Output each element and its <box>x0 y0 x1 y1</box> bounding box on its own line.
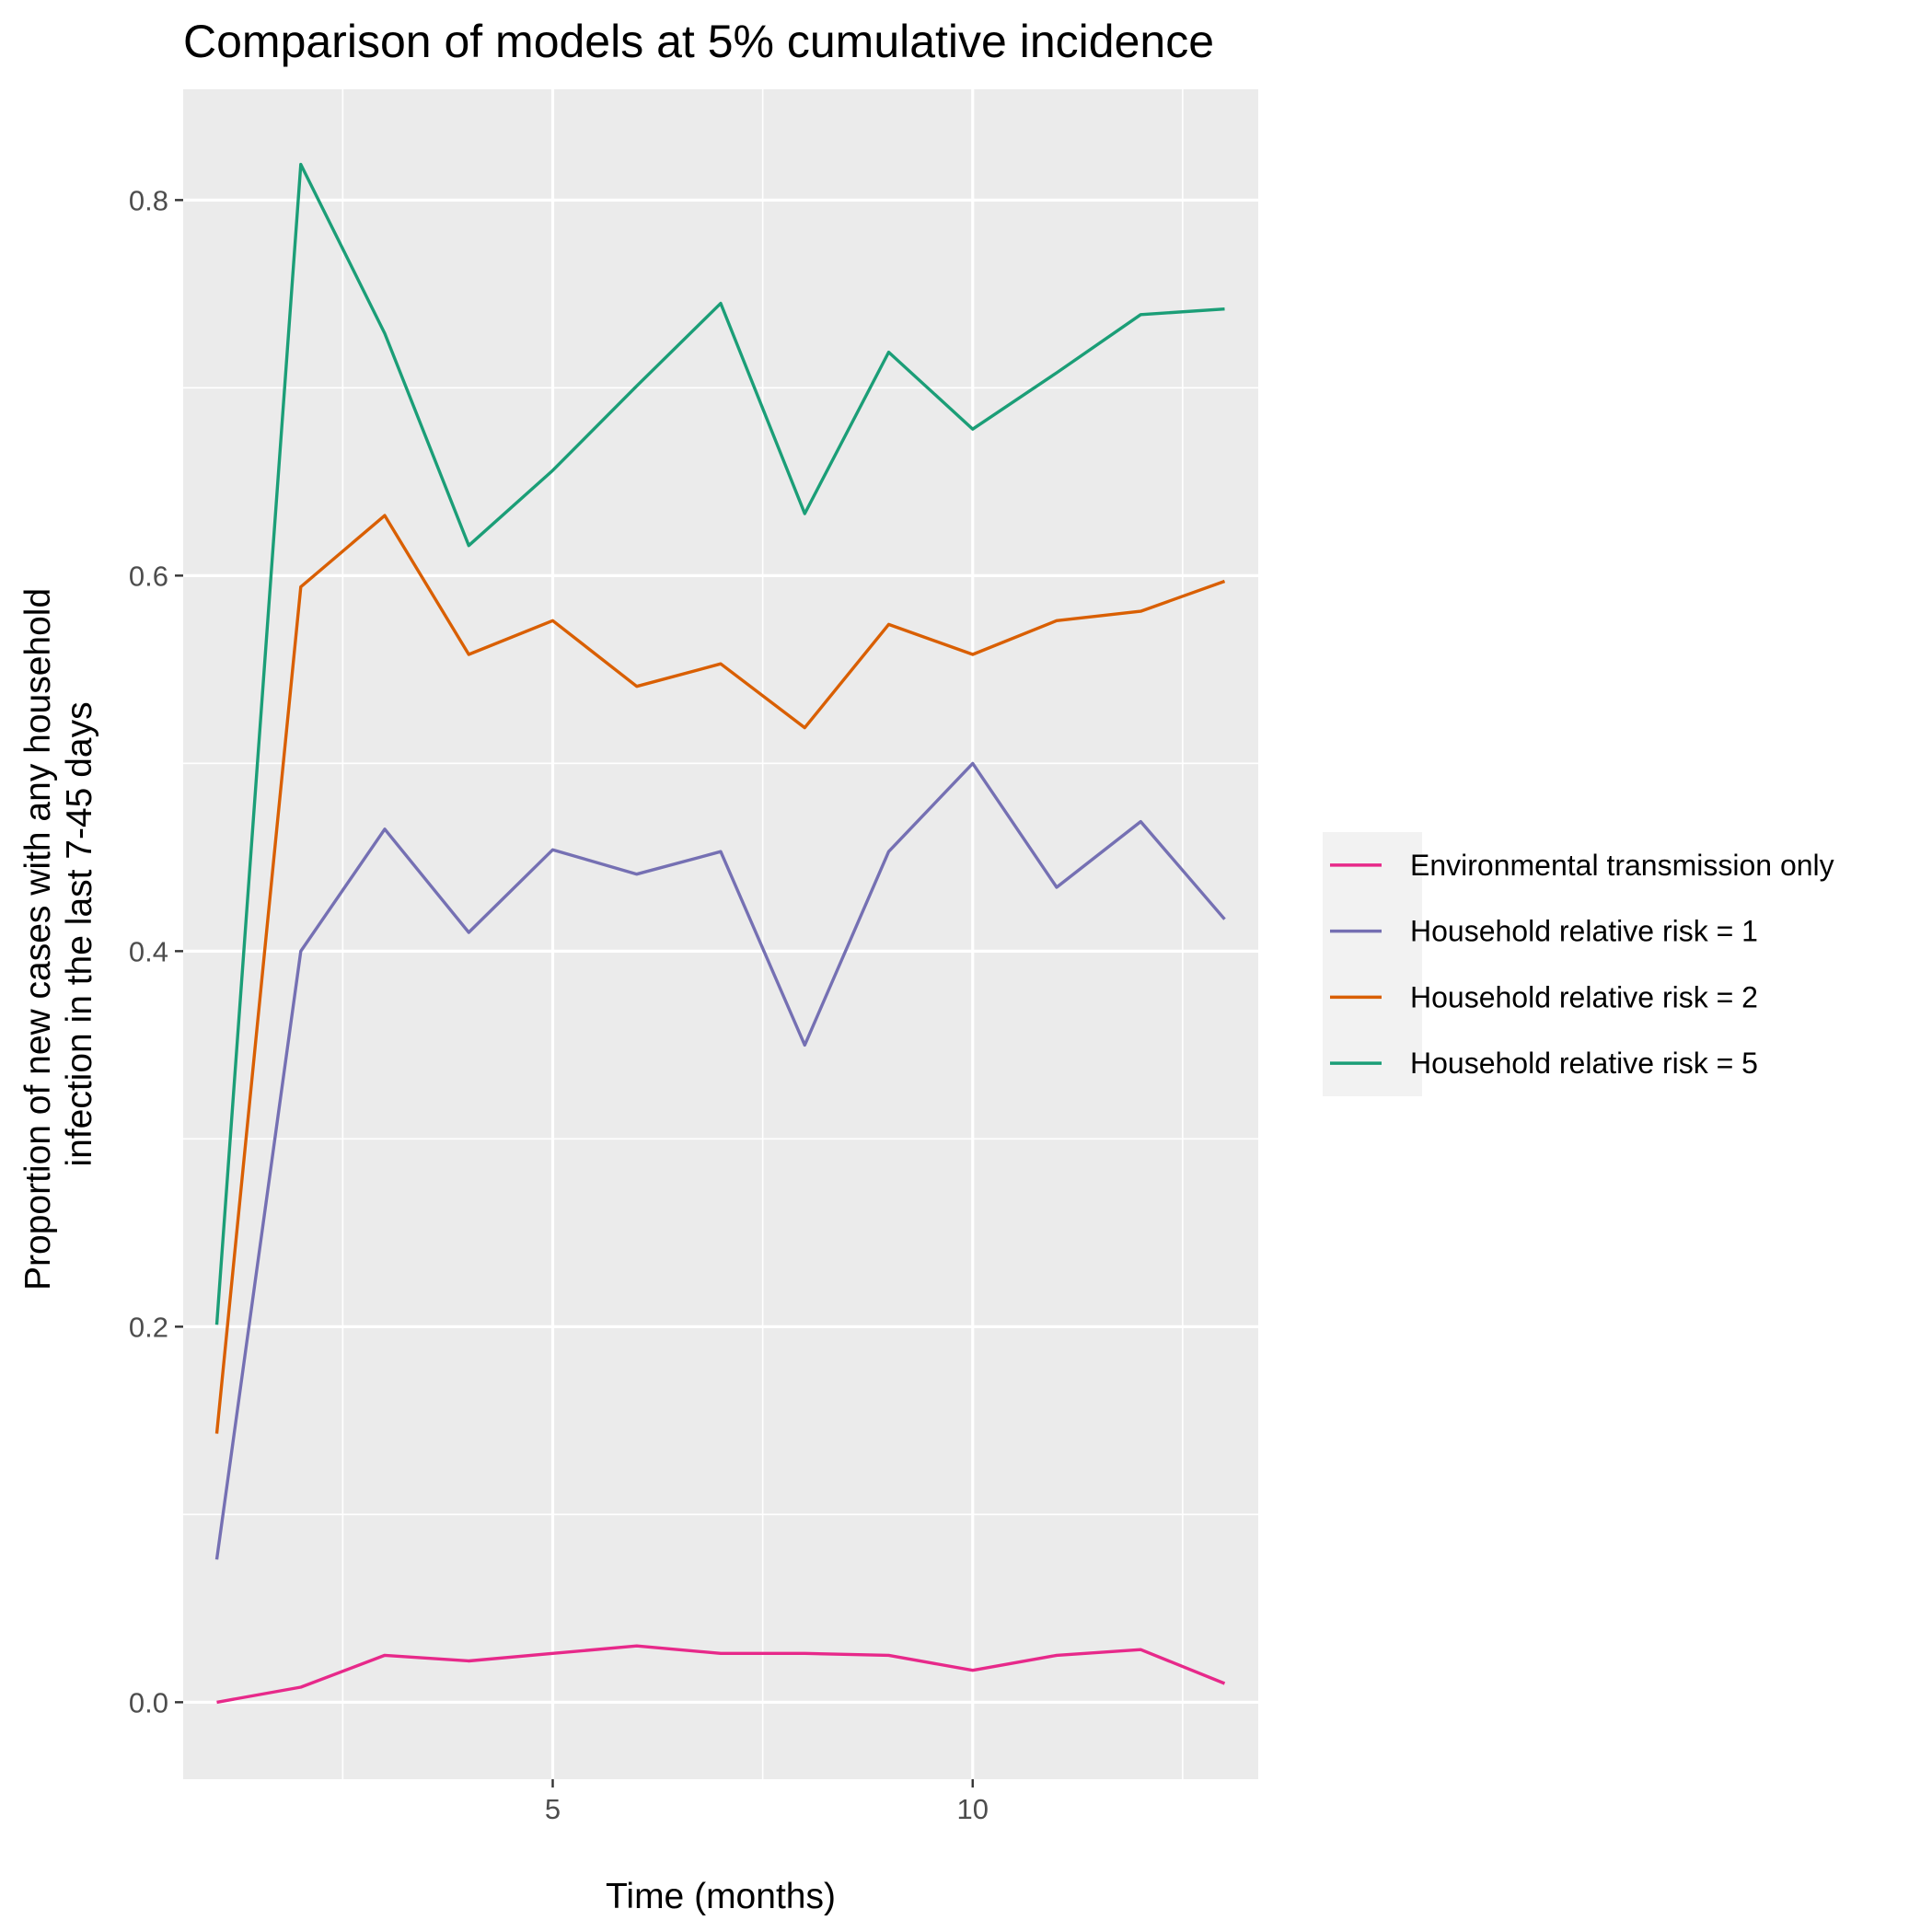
y-tick-label: 0.0 <box>129 1686 168 1718</box>
legend-box <box>1323 832 1422 1096</box>
y-axis: 0.0 0.2 0.4 0.6 0.8 <box>129 184 183 1718</box>
x-minor-gridlines <box>341 89 1184 1779</box>
chart-title: Comparison of models at 5% cumulative in… <box>183 16 1214 67</box>
plot-panel <box>183 89 1258 1779</box>
y-tick-label: 0.6 <box>129 560 168 592</box>
y-tick-label: 0.8 <box>129 184 168 216</box>
x-tick-label: 10 <box>957 1793 989 1825</box>
legend-label-3: Household relative risk = 2 <box>1410 980 1758 1013</box>
series-line-4 <box>214 162 1225 1325</box>
x-tick-label: 5 <box>545 1793 561 1825</box>
x-major-gridlines <box>550 89 975 1779</box>
series-line-3 <box>214 514 1226 1434</box>
series-lines <box>214 162 1226 1705</box>
legend-label-2: Household relative risk = 1 <box>1410 915 1758 948</box>
y-axis-title-line-1: Proportion of new cases with any househo… <box>18 588 58 1290</box>
legend: Environmental transmission only Household… <box>1323 832 1834 1096</box>
y-minor-gridlines <box>183 387 1258 1516</box>
series-line-1 <box>216 1644 1226 1705</box>
y-tick-label: 0.2 <box>129 1311 168 1343</box>
x-axis: 5 10 <box>545 1779 989 1825</box>
y-axis-title-line-2: infection in the last 7-45 days <box>60 701 99 1166</box>
y-tick-label: 0.4 <box>129 935 168 967</box>
legend-items: Environmental transmission only Household… <box>1330 849 1834 1080</box>
y-major-gridlines <box>183 198 1258 1704</box>
y-axis-title: Proportion of new cases with any househo… <box>18 578 99 1290</box>
legend-label-4: Household relative risk = 5 <box>1410 1047 1758 1080</box>
legend-label-1: Environmental transmission only <box>1410 849 1834 882</box>
series-line-2 <box>214 761 1226 1560</box>
x-axis-title: Time (months) <box>606 1877 836 1916</box>
